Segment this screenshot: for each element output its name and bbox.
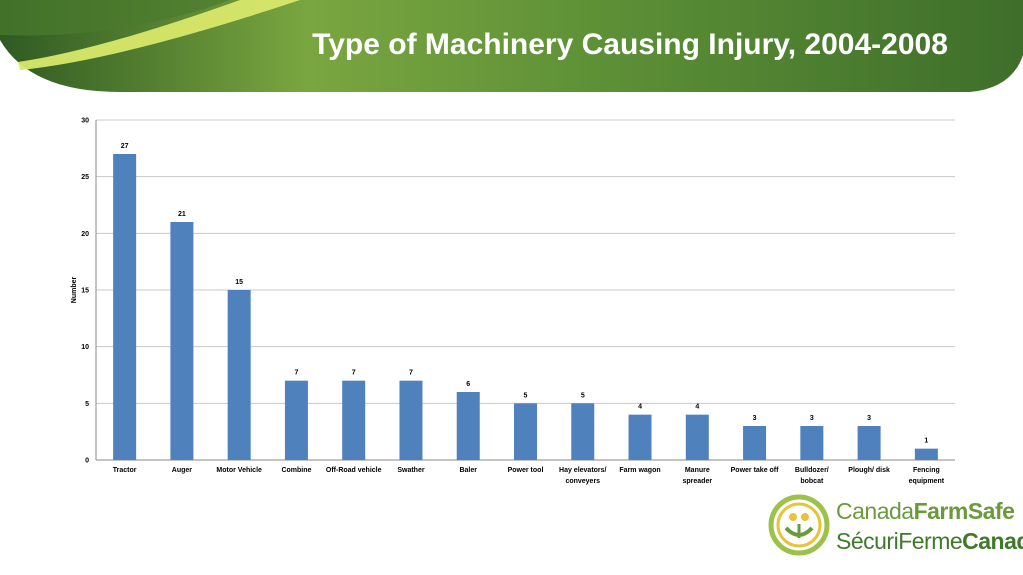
bar bbox=[113, 154, 137, 460]
y-tick-label: 10 bbox=[81, 344, 89, 351]
data-label: 3 bbox=[753, 415, 757, 422]
page-title: Type of Machinery Causing Injury, 2004-2… bbox=[312, 28, 948, 61]
x-tick-label: Hay elevators/conveyers bbox=[559, 467, 607, 485]
x-tick-label: Combine bbox=[281, 467, 311, 474]
data-label: 21 bbox=[178, 211, 186, 218]
y-tick-label: 5 bbox=[85, 401, 89, 408]
x-tick-label: Swather bbox=[397, 467, 425, 474]
bar bbox=[170, 222, 194, 460]
y-axis-label: Number bbox=[71, 277, 78, 304]
x-tick-label: Farm wagon bbox=[619, 467, 660, 474]
y-tick-label: 15 bbox=[81, 288, 89, 295]
data-label: 7 bbox=[409, 370, 413, 377]
data-label: 6 bbox=[466, 381, 470, 388]
bar bbox=[284, 380, 308, 460]
bar bbox=[857, 426, 881, 460]
x-tick-label: Auger bbox=[172, 467, 193, 474]
logo-text-french: SécuriFermeCanada bbox=[836, 528, 1023, 554]
x-tick-label: Fencing equipment bbox=[909, 467, 945, 485]
data-label: 3 bbox=[810, 415, 814, 422]
bar-chart: 0 5 10 15 20 25 30 27 21 15 7 7 7 6 5 5 4 4 3 3 3 1 Tractor A… bbox=[71, 118, 955, 485]
x-tick-label: Motor Vehicle bbox=[216, 467, 262, 474]
data-label: 7 bbox=[352, 370, 356, 377]
bar bbox=[914, 448, 938, 460]
bar bbox=[227, 290, 251, 460]
y-tick-label: 30 bbox=[81, 118, 89, 125]
bar bbox=[743, 426, 767, 460]
data-label: 4 bbox=[695, 404, 699, 411]
x-tick-label: Bulldozer/bobcat bbox=[795, 467, 829, 485]
data-label: 15 bbox=[235, 279, 243, 286]
x-tick-label: Power tool bbox=[508, 467, 544, 474]
y-tick-label: 0 bbox=[85, 458, 89, 465]
data-label: 3 bbox=[867, 415, 871, 422]
logo-emblem-icon bbox=[768, 494, 830, 556]
y-tick-label: 20 bbox=[81, 231, 89, 238]
data-label: 1 bbox=[924, 438, 928, 445]
y-tick-label: 25 bbox=[81, 174, 89, 181]
canadafarmsafe-logo: CanadaFarmSafe SécuriFermeCanada bbox=[768, 492, 1023, 562]
x-tick-label: Tractor bbox=[113, 467, 137, 474]
x-tick-label: Manure spreader bbox=[683, 467, 713, 485]
x-tick-label: Power take off bbox=[731, 467, 780, 474]
x-tick-label: Baler bbox=[459, 467, 477, 474]
bar bbox=[456, 392, 480, 460]
data-label: 27 bbox=[121, 143, 129, 150]
data-label: 4 bbox=[638, 404, 642, 411]
data-label: 7 bbox=[294, 370, 298, 377]
title-banner bbox=[0, 0, 1023, 92]
bar bbox=[342, 380, 366, 460]
bar bbox=[399, 380, 423, 460]
bar bbox=[685, 414, 709, 460]
bar bbox=[628, 414, 652, 460]
bar bbox=[571, 403, 595, 460]
bar bbox=[514, 403, 537, 460]
x-tick-label: Plough/ disk bbox=[848, 467, 890, 474]
data-label: 5 bbox=[581, 392, 585, 399]
data-label: 5 bbox=[524, 392, 528, 399]
logo-text-english: CanadaFarmSafe bbox=[836, 498, 1015, 524]
x-tick-label: Off-Road vehicle bbox=[326, 467, 382, 474]
bar bbox=[800, 426, 824, 460]
